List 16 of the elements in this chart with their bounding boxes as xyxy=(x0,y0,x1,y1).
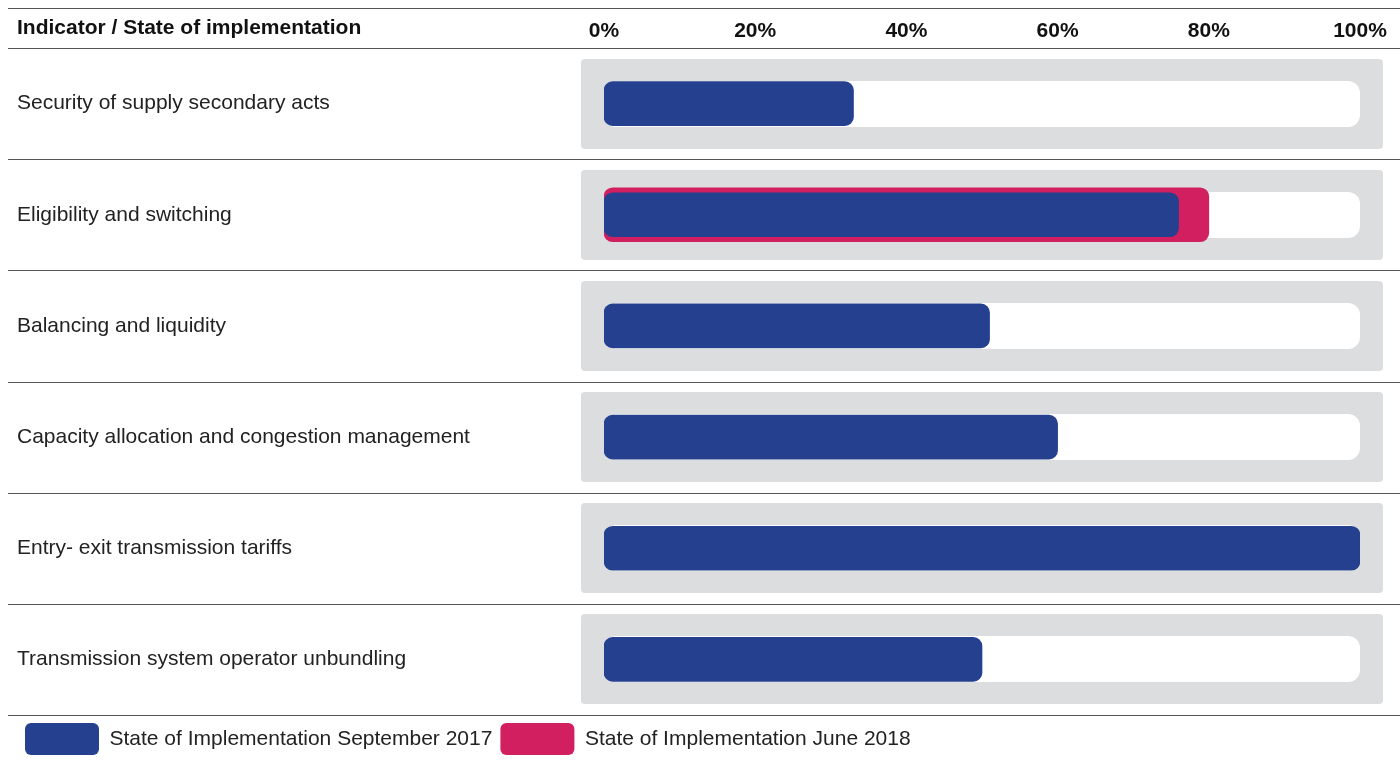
x-tick-label: 60% xyxy=(1036,18,1079,42)
x-tick-label: 80% xyxy=(1187,18,1231,42)
x-tick-label: 40% xyxy=(885,18,928,42)
y-tick-label: Capacity allocation and congestion management xyxy=(17,423,471,447)
y-axis-title: Indicator / State of implementation xyxy=(17,14,362,38)
y-tick-label: Transmission system operator unbundling xyxy=(17,646,407,670)
bar xyxy=(604,192,1179,238)
y-tick-label: Security of supply secondary acts xyxy=(17,90,330,114)
y-tick-label: Eligibility and switching xyxy=(17,201,232,225)
x-tick-label: 0% xyxy=(588,18,620,42)
y-tick-label: Balancing and liquidity xyxy=(17,312,227,336)
legend-label: State of Implementation June 2018 xyxy=(584,725,911,749)
x-tick-label: 100% xyxy=(1333,18,1388,42)
x-tick-label: 20% xyxy=(734,18,777,42)
legend-label: State of Implementation September 2017 xyxy=(109,725,493,749)
y-tick-label: Entry- exit transmission tariffs xyxy=(17,535,293,559)
